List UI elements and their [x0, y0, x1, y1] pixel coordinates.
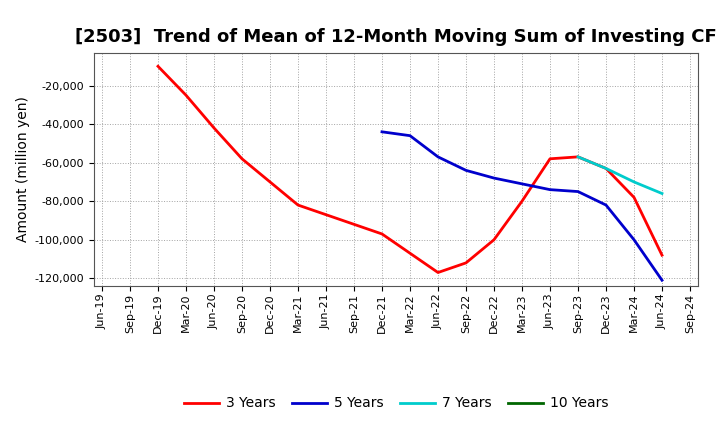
Line: 5 Years: 5 Years [382, 132, 662, 280]
Line: 3 Years: 3 Years [158, 66, 662, 272]
Line: 7 Years: 7 Years [578, 157, 662, 194]
3 Years [181, 92, 190, 98]
3 Years [210, 125, 218, 131]
7 Years [657, 191, 666, 196]
3 Years [405, 251, 414, 256]
3 Years [630, 195, 639, 200]
3 Years [322, 212, 330, 217]
5 Years [462, 168, 470, 173]
3 Years [153, 64, 162, 69]
5 Years [433, 154, 442, 160]
5 Years [378, 129, 387, 135]
5 Years [574, 189, 582, 194]
Title: [2503]  Trend of Mean of 12-Month Moving Sum of Investing CF: [2503] Trend of Mean of 12-Month Moving … [75, 28, 717, 46]
5 Years [657, 278, 666, 283]
7 Years [630, 179, 639, 184]
3 Years [350, 222, 359, 227]
Legend: 3 Years, 5 Years, 7 Years, 10 Years: 3 Years, 5 Years, 7 Years, 10 Years [179, 391, 613, 416]
3 Years [378, 231, 387, 237]
3 Years [518, 198, 526, 204]
7 Years [574, 154, 582, 160]
3 Years [294, 202, 302, 208]
5 Years [518, 181, 526, 187]
3 Years [546, 156, 554, 161]
3 Years [490, 237, 498, 242]
3 Years [657, 253, 666, 258]
3 Years [602, 166, 611, 171]
3 Years [574, 154, 582, 160]
7 Years [602, 166, 611, 171]
5 Years [546, 187, 554, 192]
5 Years [490, 176, 498, 181]
3 Years [433, 270, 442, 275]
Y-axis label: Amount (million yen): Amount (million yen) [16, 96, 30, 242]
5 Years [630, 237, 639, 242]
3 Years [266, 179, 274, 184]
3 Years [238, 156, 246, 161]
5 Years [602, 202, 611, 208]
5 Years [405, 133, 414, 138]
3 Years [462, 260, 470, 265]
